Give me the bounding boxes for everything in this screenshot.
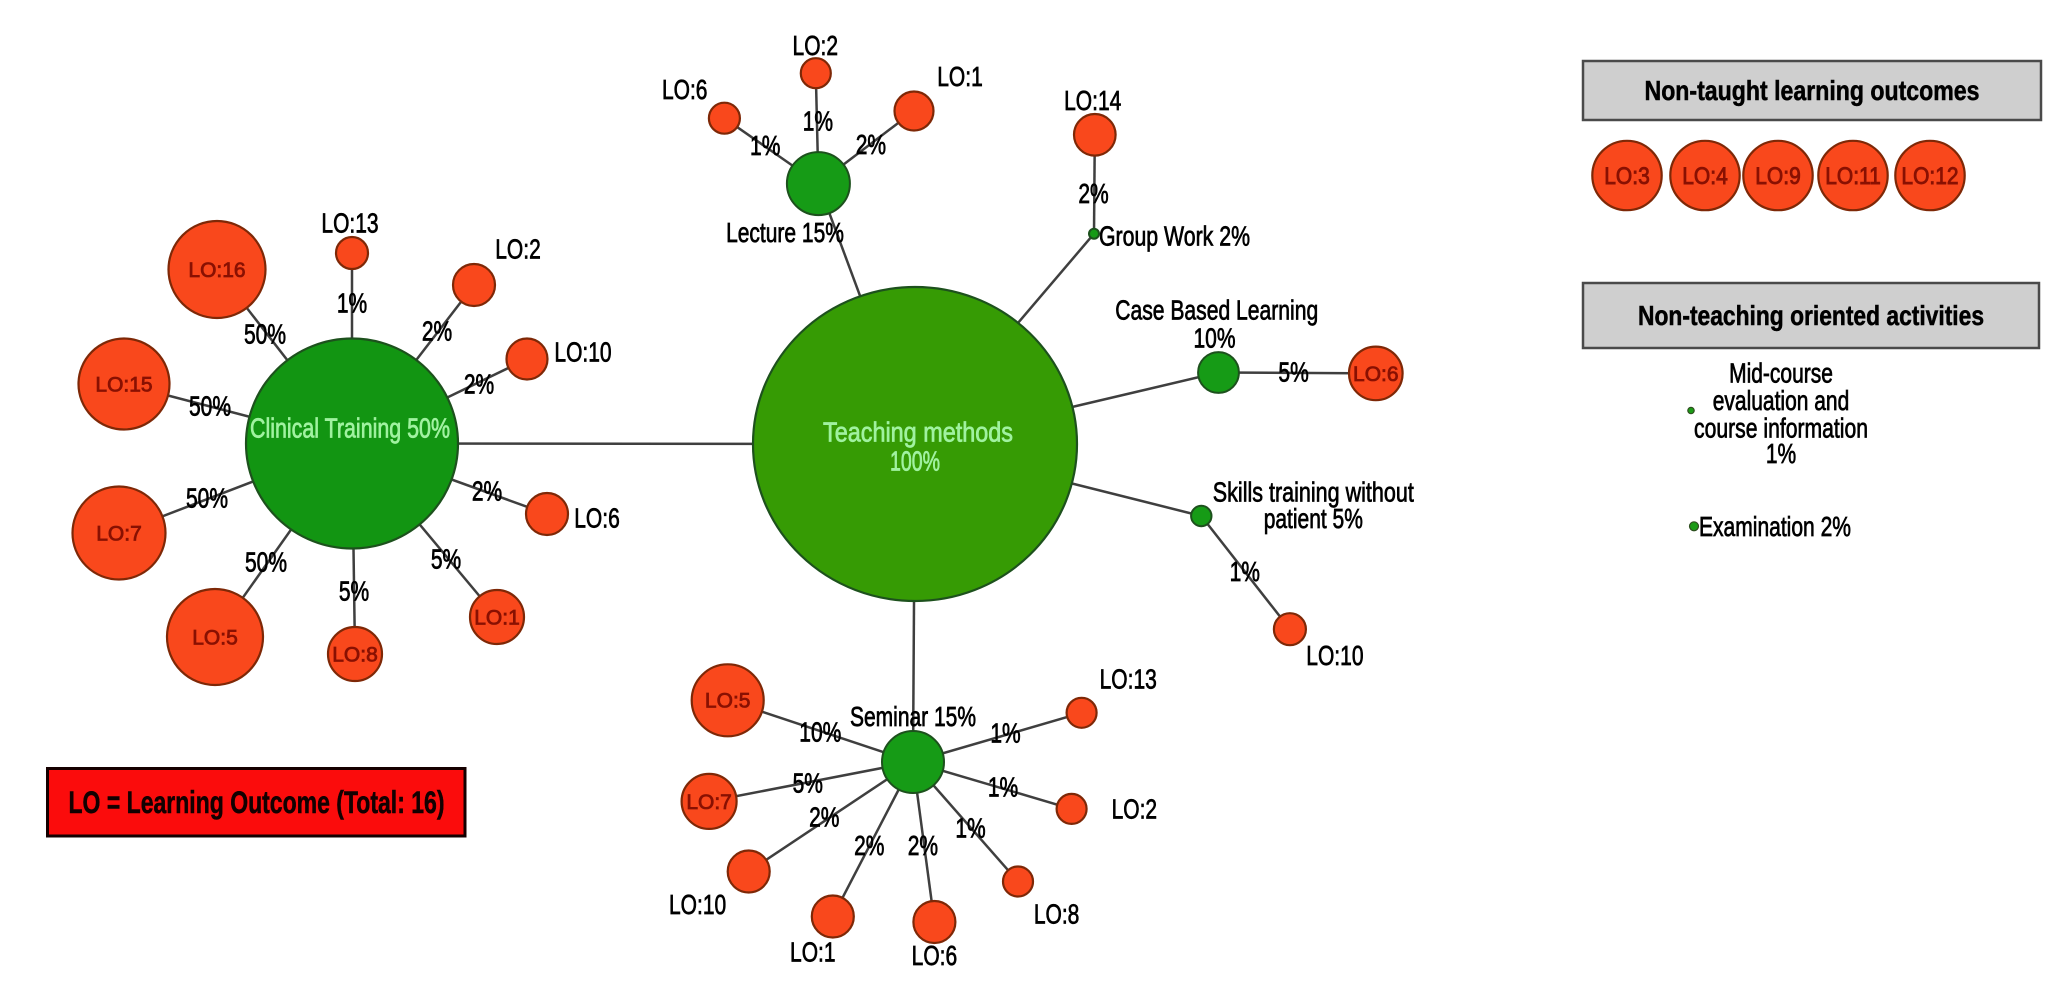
svg-text:Non-teaching oriented activiti: Non-teaching oriented activities [1638, 302, 1984, 332]
svg-text:Lecture 15%: Lecture 15% [726, 219, 844, 249]
svg-text:LO:2: LO:2 [495, 235, 541, 265]
svg-text:10%: 10% [1193, 324, 1235, 354]
svg-text:LO:16: LO:16 [188, 259, 245, 282]
svg-text:LO:9: LO:9 [1755, 163, 1800, 190]
svg-text:LO:8: LO:8 [1034, 900, 1080, 930]
svg-text:LO:1: LO:1 [790, 938, 836, 968]
svg-text:5%: 5% [793, 769, 823, 799]
svg-text:2%: 2% [1078, 179, 1108, 209]
svg-text:LO:7: LO:7 [96, 522, 142, 545]
svg-text:100%: 100% [890, 447, 940, 477]
svg-text:10%: 10% [799, 718, 841, 748]
svg-text:LO:10: LO:10 [1306, 641, 1363, 671]
svg-text:1%: 1% [988, 773, 1018, 803]
svg-text:2%: 2% [464, 370, 494, 400]
svg-text:LO:2: LO:2 [1112, 795, 1158, 825]
svg-text:1%: 1% [750, 132, 780, 162]
svg-text:patient 5%: patient 5% [1264, 505, 1363, 535]
svg-text:LO:14: LO:14 [1064, 86, 1121, 116]
svg-text:5%: 5% [431, 545, 461, 575]
svg-text:LO:8: LO:8 [332, 643, 378, 666]
svg-text:Teaching methods: Teaching methods [823, 418, 1013, 448]
svg-text:2%: 2% [809, 803, 839, 833]
svg-text:course information: course information [1694, 414, 1868, 444]
svg-text:Clinical Training 50%: Clinical Training 50% [250, 414, 450, 444]
svg-text:1%: 1% [955, 814, 985, 844]
svg-text:2%: 2% [908, 831, 938, 861]
svg-text:Case Based Learning: Case Based Learning [1115, 296, 1318, 326]
svg-text:50%: 50% [245, 548, 287, 578]
svg-text:LO:11: LO:11 [1825, 163, 1881, 190]
svg-text:50%: 50% [244, 320, 286, 350]
svg-text:LO:10: LO:10 [669, 891, 726, 921]
svg-text:1%: 1% [1766, 440, 1796, 470]
svg-text:evaluation and: evaluation and [1713, 387, 1850, 417]
svg-text:LO:15: LO:15 [95, 373, 152, 396]
svg-text:1%: 1% [990, 719, 1020, 749]
svg-text:2%: 2% [856, 130, 886, 160]
svg-text:5%: 5% [1278, 358, 1308, 388]
svg-text:1%: 1% [803, 107, 833, 137]
svg-text:Non-taught learning outcomes: Non-taught learning outcomes [1645, 77, 1980, 107]
svg-text:50%: 50% [186, 484, 228, 514]
svg-text:LO:12: LO:12 [1901, 163, 1958, 190]
svg-text:LO:6: LO:6 [912, 942, 958, 972]
svg-text:LO:3: LO:3 [1604, 163, 1649, 190]
svg-text:5%: 5% [339, 577, 369, 607]
svg-text:2%: 2% [854, 831, 884, 861]
svg-text:LO:1: LO:1 [937, 63, 983, 93]
svg-text:LO:13: LO:13 [1100, 665, 1157, 695]
svg-text:1%: 1% [337, 289, 367, 319]
svg-text:Mid-course: Mid-course [1729, 359, 1833, 389]
svg-text:50%: 50% [189, 392, 231, 422]
svg-text:LO:10: LO:10 [554, 338, 611, 368]
svg-text:Examination 2%: Examination 2% [1699, 512, 1851, 542]
svg-text:1%: 1% [1230, 558, 1260, 588]
svg-text:LO:5: LO:5 [192, 626, 238, 649]
svg-text:LO:13: LO:13 [321, 209, 378, 239]
svg-text:LO:5: LO:5 [705, 690, 751, 713]
svg-text:2%: 2% [422, 317, 452, 347]
svg-text:LO:6: LO:6 [574, 504, 620, 534]
svg-text:2%: 2% [472, 477, 502, 507]
svg-text:Group Work 2%: Group Work 2% [1099, 222, 1250, 252]
svg-text:LO:6: LO:6 [1353, 363, 1399, 386]
svg-text:LO:7: LO:7 [686, 791, 732, 814]
svg-text:LO:2: LO:2 [793, 32, 839, 62]
svg-text:Seminar 15%: Seminar 15% [850, 702, 976, 732]
svg-text:Skills training without: Skills training without [1213, 478, 1414, 508]
svg-text:LO:1: LO:1 [474, 606, 520, 629]
svg-text:LO:6: LO:6 [662, 76, 708, 106]
svg-text:LO:4: LO:4 [1682, 163, 1727, 190]
svg-text:LO = Learning Outcome (Total:: LO = Learning Outcome (Total: 16) [69, 785, 445, 820]
